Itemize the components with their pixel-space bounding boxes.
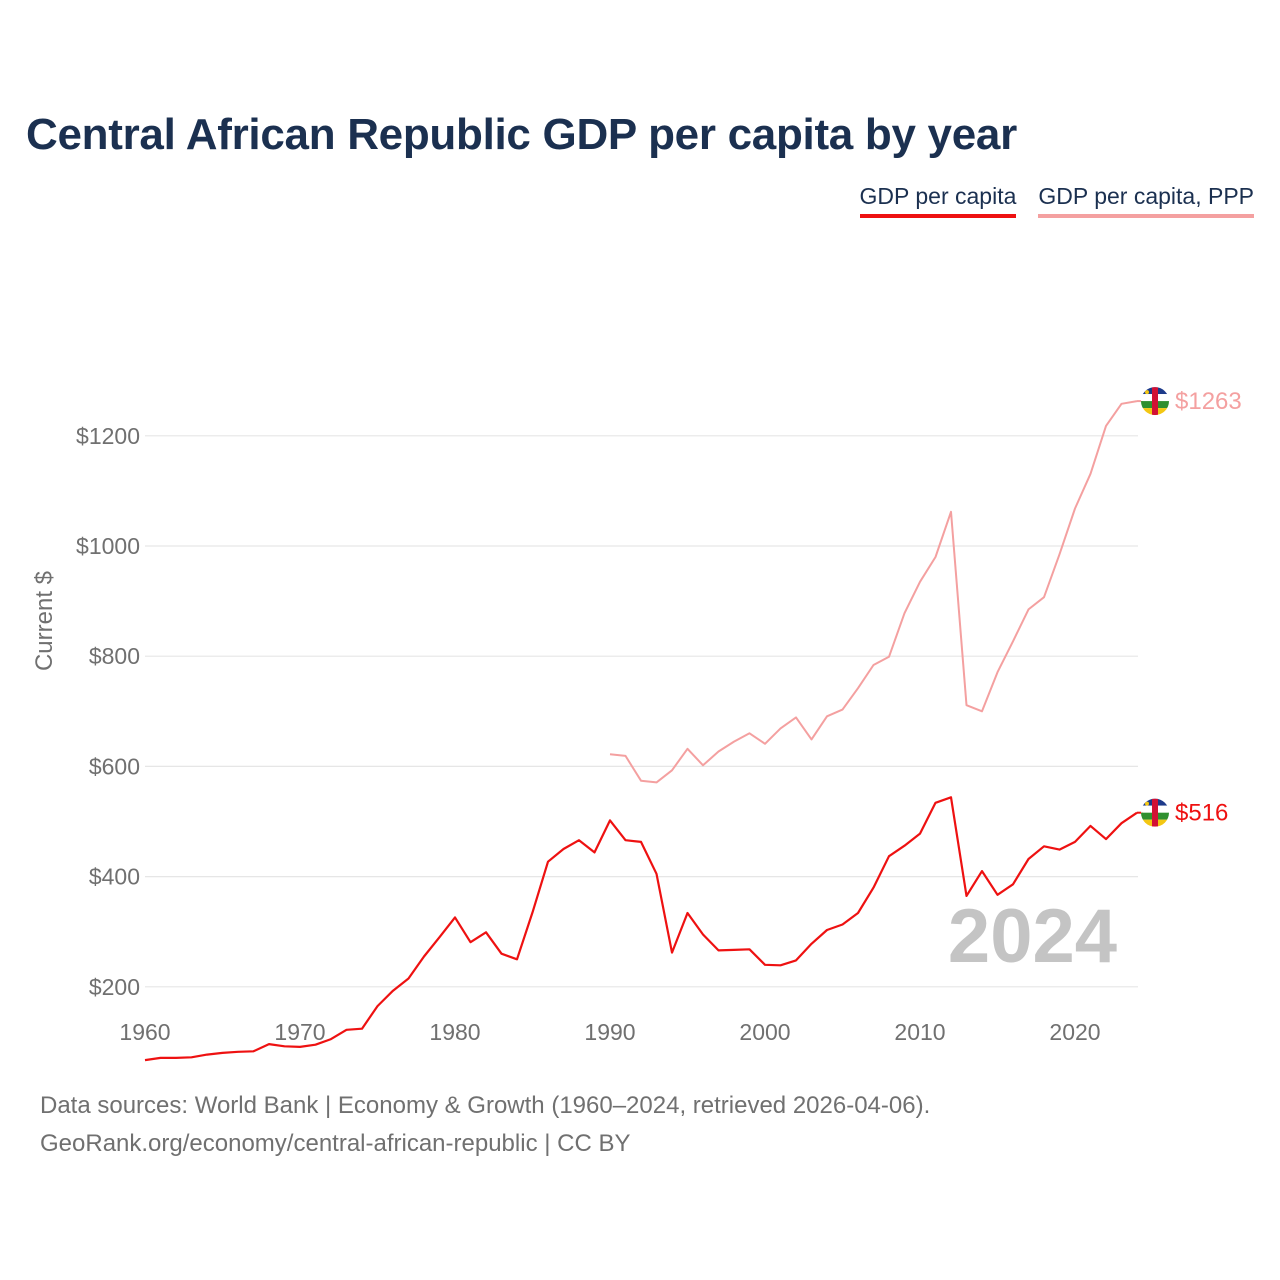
chart-title: Central African Republic GDP per capita … bbox=[26, 110, 1017, 159]
series-layer bbox=[144, 400, 1138, 1062]
y-tick-label: $1000 bbox=[76, 533, 140, 559]
flag-stripes bbox=[1141, 387, 1169, 416]
x-tick-label: 1970 bbox=[274, 1019, 325, 1045]
x-tick-label: 1980 bbox=[429, 1019, 480, 1045]
flag-icon bbox=[1141, 387, 1169, 416]
flag-center-bar bbox=[1152, 387, 1158, 416]
x-tick-label: 2000 bbox=[739, 1019, 790, 1045]
grid-layer bbox=[145, 435, 1138, 988]
y-tick-label: $600 bbox=[89, 753, 140, 779]
x-tick-label: 2020 bbox=[1049, 1019, 1100, 1045]
tick-layer: $200 $400 $600 $800 $1000 $1200 1960 1970 1980 19… bbox=[76, 423, 1101, 1045]
x-tick-label: 1960 bbox=[119, 1019, 170, 1045]
x-tick-label: 2010 bbox=[894, 1019, 945, 1045]
flag-star bbox=[1145, 390, 1149, 395]
footer-sources: Data sources: World Bank | Economy & Gro… bbox=[40, 1092, 931, 1119]
y-tick-label: $400 bbox=[89, 864, 140, 890]
end-value-label-gdp-per-capita: $516 bbox=[1175, 800, 1228, 827]
flag-center-bar bbox=[1152, 798, 1158, 827]
flag-icon bbox=[1141, 798, 1169, 827]
legend-item-gdp-per-capita[interactable]: GDP per capita bbox=[859, 183, 1017, 218]
flag-stripes bbox=[1141, 798, 1169, 827]
y-tick-label: $1200 bbox=[76, 423, 140, 449]
flag-star bbox=[1145, 801, 1149, 806]
footer: Data sources: World Bank | Economy & Gro… bbox=[40, 1087, 930, 1163]
y-tick-label: $200 bbox=[89, 974, 140, 1000]
footer-link[interactable]: GeoRank.org/economy/central-african-repu… bbox=[40, 1130, 631, 1157]
y-tick-label: $800 bbox=[89, 643, 140, 669]
marker-layer: $516 $1263 bbox=[1137, 387, 1242, 827]
series-line-gdp-per-capita bbox=[144, 796, 1138, 1062]
end-value-label-gdp-per-capita-ppp: $1263 bbox=[1175, 388, 1242, 415]
y-axis-label: Current $ bbox=[31, 571, 58, 671]
x-tick-label: 1990 bbox=[584, 1019, 635, 1045]
series-line-gdp-per-capita-ppp bbox=[609, 400, 1138, 784]
year-watermark: 2024 bbox=[948, 894, 1117, 979]
chart-legend: GDP per capita GDP per capita, PPP bbox=[859, 183, 1254, 218]
legend-item-gdp-per-capita-ppp[interactable]: GDP per capita, PPP bbox=[1038, 183, 1254, 218]
